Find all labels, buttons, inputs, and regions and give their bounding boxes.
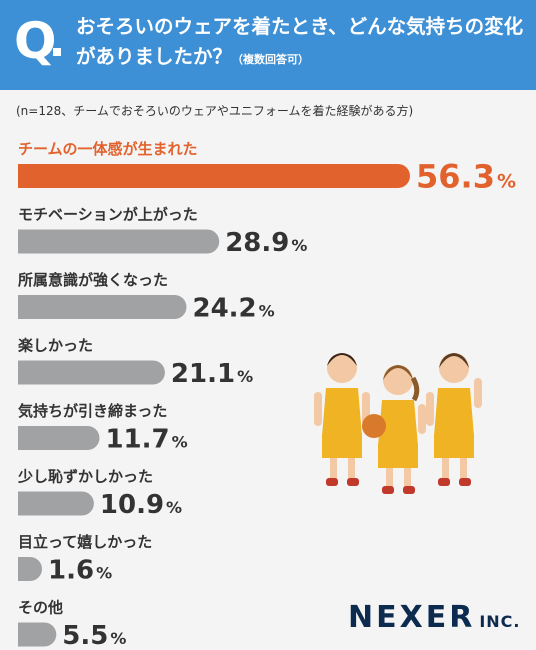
- value-label: 11.7%: [105, 424, 187, 454]
- bar: [18, 295, 187, 319]
- bar: [18, 229, 220, 254]
- category-label: 目立って嬉しかった: [18, 533, 152, 551]
- bar-left-edge: [18, 622, 30, 647]
- value-label: 28.9%: [225, 228, 307, 258]
- bar-left-edge: [18, 557, 30, 581]
- question-note: （複数回答可）: [232, 53, 310, 66]
- logo-main: NEXER: [348, 600, 476, 635]
- category-label: 気持ちが引き締まった: [18, 402, 167, 420]
- nexer-logo: NEXER INC.: [348, 600, 521, 635]
- player-right: [426, 353, 482, 486]
- bar-left-edge: [18, 491, 30, 516]
- bar-left-edge: [18, 229, 30, 254]
- category-label: その他: [18, 599, 63, 617]
- q-dot: [53, 48, 61, 56]
- category-label: モチベーションが上がった: [18, 206, 198, 224]
- value-label: 21.1%: [171, 359, 253, 389]
- bar: [18, 426, 100, 450]
- bar-left-edge: [18, 360, 30, 385]
- player-middle: [362, 365, 426, 494]
- value-label: 1.6%: [48, 555, 112, 585]
- bar: [18, 360, 165, 385]
- player-left: [314, 353, 370, 486]
- category-label: チームの一体感が生まれた: [18, 140, 198, 158]
- bar-left-edge: [18, 295, 30, 319]
- q-mark: Q: [14, 12, 57, 70]
- bar-left-edge: [18, 164, 30, 188]
- question-text: おそろいのウェアを着たとき、どんな気持ちの変化がありましたか？（複数回答可）: [76, 12, 526, 75]
- bar: [18, 164, 410, 188]
- category-label: 所属意識が強くなった: [18, 271, 168, 289]
- sample-note: (n=128、チームでおそろいのウェアやユニフォームを着た経験がある方): [16, 104, 414, 118]
- category-label: 楽しかった: [18, 337, 93, 355]
- value-label: 10.9%: [100, 490, 182, 520]
- bar-left-edge: [18, 426, 30, 450]
- value-label: 5.5%: [62, 621, 126, 650]
- value-label: 56.3%: [416, 158, 516, 196]
- category-label: 少し恥ずかしかった: [17, 468, 153, 486]
- question-header: Q おそろいのウェアを着たとき、どんな気持ちの変化がありましたか？（複数回答可）: [0, 0, 536, 90]
- value-label: 24.2%: [192, 293, 274, 323]
- basketball-players-illustration: [314, 353, 482, 494]
- question-main: おそろいのウェアを着たとき、どんな気持ちの変化がありましたか？: [76, 15, 524, 68]
- logo-sub: INC.: [479, 612, 521, 631]
- bar: [18, 491, 94, 516]
